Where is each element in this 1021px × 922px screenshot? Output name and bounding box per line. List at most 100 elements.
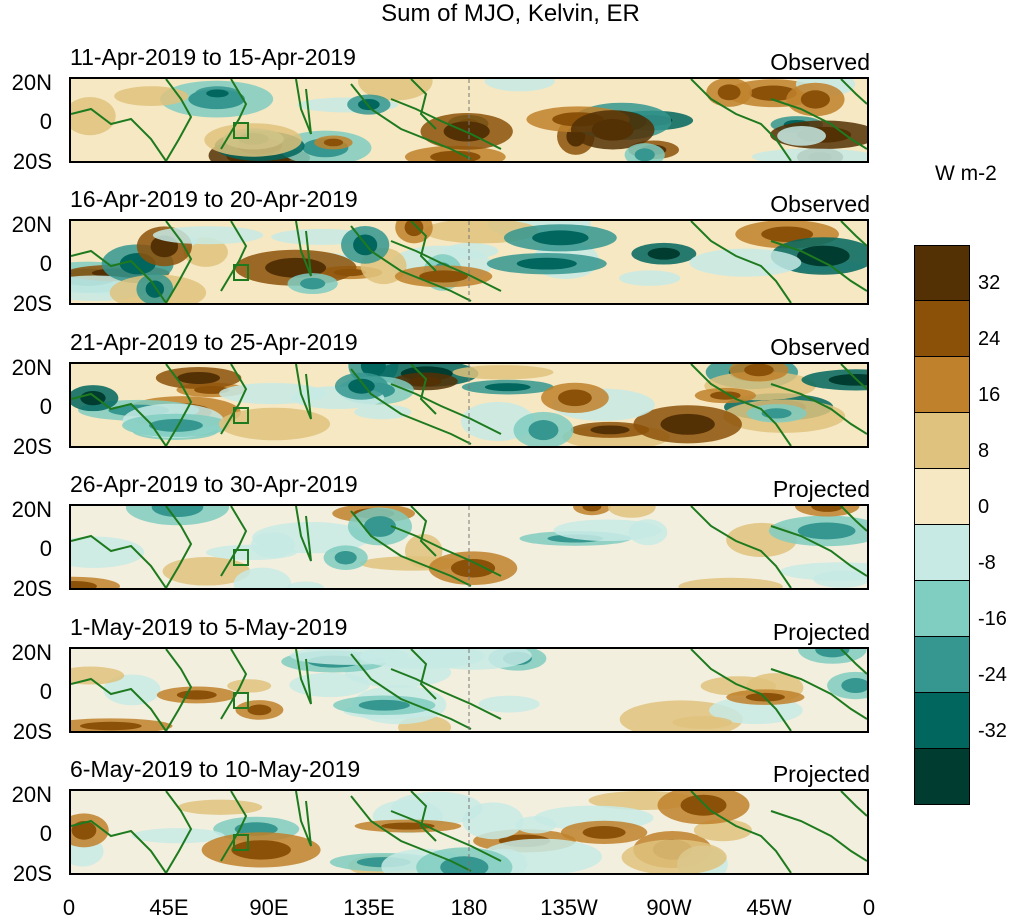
coastline bbox=[410, 364, 437, 415]
coastline bbox=[165, 364, 193, 446]
region-box bbox=[233, 122, 249, 139]
coastline bbox=[165, 221, 193, 303]
lat-label: 0 bbox=[39, 394, 52, 419]
lon-label: 0 bbox=[862, 895, 876, 920]
region-box bbox=[233, 549, 249, 566]
figure-title: Sum of MJO, Kelvin, ER bbox=[381, 0, 640, 27]
coastline bbox=[295, 506, 312, 562]
anomaly-contour-core bbox=[749, 85, 797, 101]
anomaly-contour bbox=[813, 570, 867, 588]
anomaly-contour-core bbox=[797, 245, 850, 267]
anomaly-contour-core bbox=[634, 148, 655, 161]
anomaly-contour-core bbox=[440, 856, 489, 873]
colorbar-units: W m-2 bbox=[935, 162, 997, 185]
anomaly-contour-core bbox=[231, 840, 291, 860]
panel-date-range: 6-May-2019 to 10-May-2019 bbox=[70, 756, 361, 782]
anomaly-contour bbox=[515, 816, 557, 834]
coastline bbox=[165, 506, 193, 588]
anomaly-contour-core bbox=[582, 506, 602, 512]
anomaly-contour bbox=[462, 802, 524, 840]
coastline bbox=[770, 668, 867, 720]
anomaly-contour-core bbox=[828, 374, 867, 386]
panel-status: Projected bbox=[772, 761, 870, 787]
coastline bbox=[350, 653, 472, 730]
lat-label: 20S bbox=[12, 719, 52, 744]
coastline bbox=[690, 649, 792, 731]
anomaly-contour-core bbox=[680, 794, 727, 816]
colorbar-swatch bbox=[914, 525, 970, 581]
anomaly-contour-core bbox=[516, 257, 577, 270]
coastline bbox=[350, 510, 472, 587]
colorbar-tick-label: -32 bbox=[978, 720, 1007, 742]
panel-status: Projected bbox=[772, 619, 870, 645]
anomaly-contour bbox=[114, 86, 189, 106]
lat-label: 20N bbox=[11, 497, 52, 522]
anomaly-contour-core bbox=[357, 98, 380, 111]
lon-label: 180 bbox=[450, 895, 488, 920]
anomaly-contour bbox=[131, 828, 225, 844]
lon-label: 45W bbox=[746, 895, 792, 920]
panel-date-range: 11-Apr-2019 to 15-Apr-2019 bbox=[70, 44, 356, 70]
coastline bbox=[295, 364, 312, 420]
coastline bbox=[840, 364, 867, 390]
coastline bbox=[770, 383, 867, 435]
anomaly-contour-core bbox=[761, 226, 814, 242]
anomaly-contour-core bbox=[800, 90, 830, 109]
coastline bbox=[165, 79, 193, 161]
anomaly-contour bbox=[183, 237, 228, 267]
coastline bbox=[690, 221, 792, 303]
lat-label: 0 bbox=[39, 251, 52, 276]
anomaly-contour-core bbox=[206, 89, 229, 98]
anomaly-map-panel bbox=[69, 504, 869, 590]
lat-label: 20N bbox=[11, 70, 52, 95]
anomaly-contour bbox=[152, 226, 264, 245]
colorbar-tick-label: 16 bbox=[978, 384, 1001, 406]
anomaly-contour-core bbox=[71, 821, 97, 840]
anomaly-field bbox=[71, 649, 867, 731]
anomaly-contour bbox=[484, 79, 555, 92]
coastline bbox=[71, 534, 167, 588]
anomaly-contour bbox=[751, 148, 867, 161]
coastline bbox=[350, 83, 472, 160]
coastline bbox=[410, 649, 437, 700]
anomaly-contour-core bbox=[419, 270, 468, 283]
coastline bbox=[165, 791, 193, 873]
anomaly-map-panel bbox=[69, 362, 869, 448]
lon-label: 135W bbox=[540, 895, 598, 920]
colorbar-tick-label: -8 bbox=[978, 552, 996, 574]
anomaly-contour bbox=[71, 97, 116, 136]
panel-date-range: 16-Apr-2019 to 20-Apr-2019 bbox=[70, 186, 358, 212]
anomaly-contour-core bbox=[660, 413, 715, 435]
coastline bbox=[220, 221, 248, 292]
anomaly-contour-core bbox=[591, 119, 634, 141]
anomaly-contour bbox=[177, 799, 263, 815]
anomaly-contour-core bbox=[323, 138, 344, 147]
coastline bbox=[410, 79, 437, 130]
colorbar-swatch bbox=[914, 749, 970, 805]
anomaly-contour-core bbox=[450, 558, 496, 578]
coastline bbox=[71, 249, 167, 303]
anomaly-contour bbox=[452, 365, 554, 380]
anomaly-map-panel bbox=[69, 219, 869, 305]
anomaly-contour-core bbox=[744, 364, 774, 377]
coastline bbox=[220, 791, 248, 862]
anomaly-contour bbox=[71, 536, 145, 568]
colorbar-swatch bbox=[914, 357, 970, 413]
anomaly-map-panel bbox=[69, 77, 869, 163]
anomaly-contour bbox=[250, 531, 295, 558]
lat-label: 20S bbox=[12, 149, 52, 174]
colorbar-swatch bbox=[914, 693, 970, 749]
anomaly-contour bbox=[693, 819, 752, 842]
anomaly-contour bbox=[607, 506, 656, 518]
anomaly-contour-core bbox=[149, 418, 203, 432]
coastline bbox=[840, 649, 867, 675]
coastline bbox=[390, 810, 502, 862]
anomaly-contour bbox=[227, 679, 272, 693]
colorbar-swatch bbox=[914, 581, 970, 637]
lat-label: 0 bbox=[39, 109, 52, 134]
lon-label: 90W bbox=[646, 895, 692, 920]
panel-date-range: 1-May-2019 to 5-May-2019 bbox=[70, 614, 348, 640]
anomaly-contour-core bbox=[528, 420, 559, 441]
anomaly-contour-core bbox=[841, 678, 867, 694]
coastline bbox=[770, 98, 867, 150]
